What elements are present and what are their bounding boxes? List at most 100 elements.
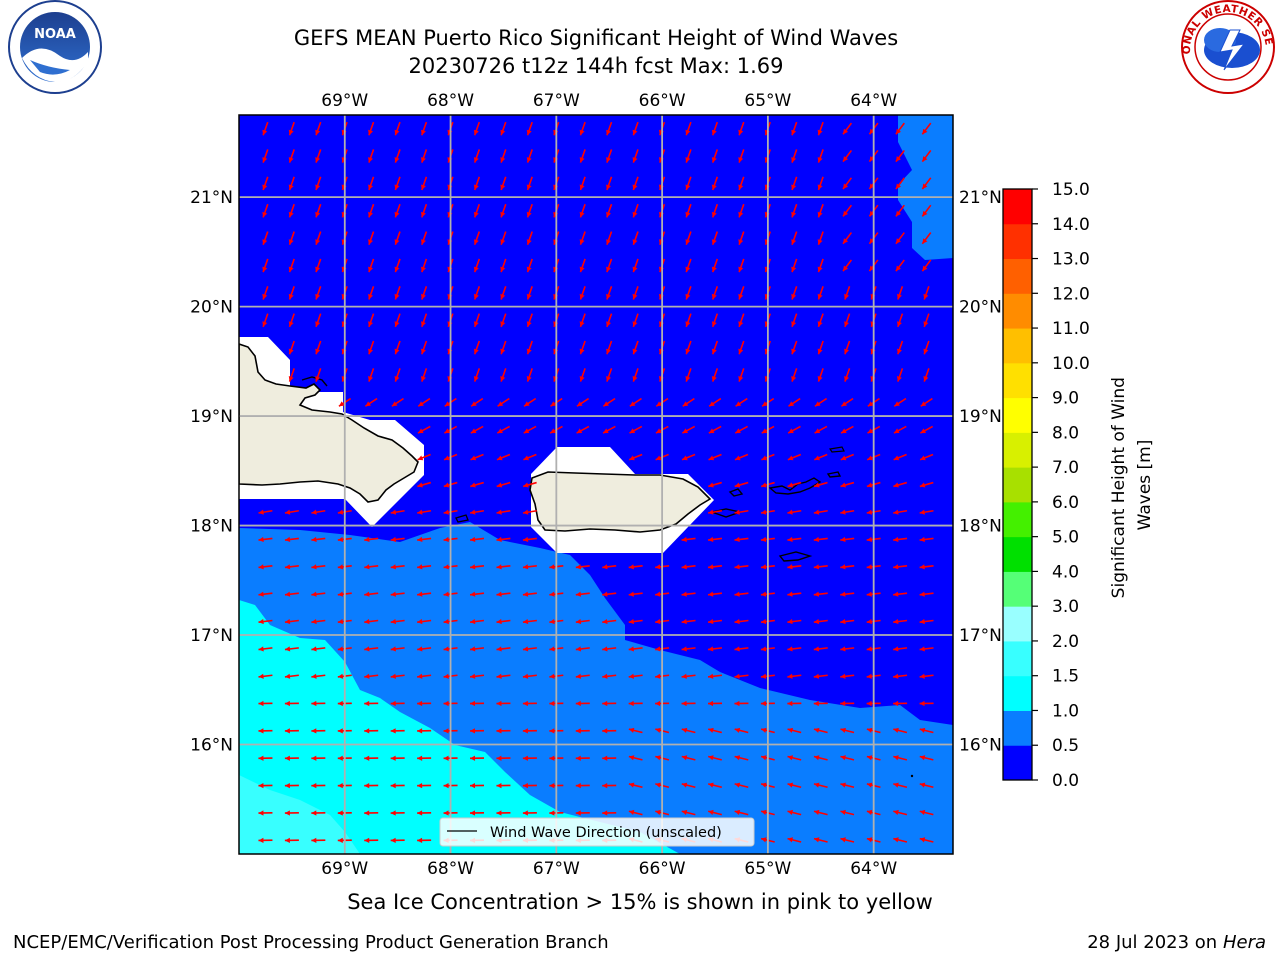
wave-direction-arrow [284, 728, 299, 734]
wave-direction-arrow [602, 619, 617, 625]
colorbar-tick-label: 9.0 [1052, 389, 1079, 409]
wave-direction-arrow [258, 536, 273, 543]
wave-direction-arrow [813, 673, 828, 679]
wave-direction-arrow [921, 149, 932, 163]
wave-direction-arrow [469, 673, 485, 679]
wave-direction-arrow [368, 258, 375, 273]
wave-direction-arrow [522, 783, 537, 789]
wave-direction-arrow [390, 728, 405, 734]
wave-direction-arrow [813, 700, 828, 707]
wave-direction-arrow [893, 646, 908, 652]
colorbar-title-line2: Waves [m] [1135, 440, 1155, 531]
wave-direction-arrow [602, 700, 617, 707]
wave-direction-arrow [469, 509, 485, 515]
wave-direction-arrow [364, 646, 379, 652]
lat-label-left: 17°N [190, 626, 233, 646]
wave-direction-arrow [469, 700, 485, 707]
wave-direction-arrow [311, 755, 326, 761]
wave-direction-arrow [844, 286, 851, 300]
wave-direction-arrow [896, 313, 904, 328]
wave-direction-arrow [258, 509, 273, 515]
wave-direction-arrow [893, 425, 907, 434]
wave-direction-arrow [682, 425, 696, 434]
wave-direction-arrow [500, 231, 507, 246]
wave-direction-arrow [685, 368, 692, 382]
lat-label-left: 20°N [190, 298, 233, 318]
wave-direction-arrow [606, 258, 613, 273]
wave-direction-arrow [473, 149, 481, 163]
wave-direction-arrow [842, 259, 853, 272]
wave-direction-arrow [685, 231, 692, 246]
wave-direction-arrow [473, 340, 481, 355]
wave-direction-arrow [315, 258, 322, 273]
wave-direction-arrow [417, 536, 432, 543]
colorbar-segment [1003, 536, 1032, 572]
wave-direction-arrow [840, 782, 855, 789]
wave-direction-arrow [734, 591, 749, 597]
land-anegada [826, 471, 842, 478]
wave-direction-arrow [791, 313, 798, 328]
wave-direction-arrow [632, 149, 639, 163]
wave-direction-arrow [734, 782, 749, 789]
wave-direction-arrow [628, 646, 643, 652]
wave-direction-arrow [284, 619, 299, 625]
wave-direction-arrow [787, 619, 802, 625]
wave-direction-arrow [394, 340, 401, 355]
wave-direction-arrow [500, 286, 507, 300]
colorbar-tick-label: 5.0 [1052, 528, 1079, 548]
wave-direction-arrow [787, 837, 802, 843]
wave-direction-arrow [575, 810, 590, 816]
wave-direction-arrow [500, 176, 507, 191]
wave-direction-arrow [311, 536, 326, 543]
wave-direction-arrow [893, 700, 908, 707]
wave-direction-arrow [787, 453, 802, 461]
wave-direction-arrow [258, 564, 273, 570]
wave-direction-arrow [522, 755, 537, 761]
wave-direction-arrow [417, 619, 432, 625]
wave-direction-arrow [496, 646, 511, 652]
wave-direction-arrow [840, 509, 855, 515]
wave-direction-arrow [473, 313, 481, 328]
wave-direction-arrow [602, 728, 617, 734]
wave-direction-arrow [628, 755, 643, 761]
wave-direction-arrow [364, 397, 378, 407]
chart-subtitle-forecast: 20230726 t12z 144h fcst Max: 1.69 [408, 54, 784, 78]
wave-direction-arrow [738, 286, 745, 300]
wave-direction-arrow [417, 397, 431, 407]
wave-direction-arrow [417, 591, 432, 597]
wave-direction-arrow [469, 564, 485, 570]
wave-direction-arrow [390, 755, 405, 761]
lat-label-left: 16°N [190, 736, 233, 756]
wave-direction-arrow [844, 313, 851, 328]
wave-direction-arrow [629, 397, 642, 407]
wave-direction-arrow [893, 453, 907, 461]
map-frame [238, 114, 954, 855]
colorbar-tick-label: 15.0 [1052, 180, 1090, 200]
wave-direction-arrow [368, 231, 375, 246]
wave-direction-arrow [685, 176, 692, 191]
wave-direction-arrow [390, 619, 405, 625]
wave-direction-arrow [893, 509, 908, 515]
wave-direction-arrow [473, 176, 481, 191]
land-hispaniola [239, 343, 419, 503]
wave-direction-arrow [711, 203, 719, 218]
wave-direction-arrow [575, 783, 590, 789]
colorbar-segment [1003, 189, 1032, 225]
wave-direction-arrow [420, 149, 428, 163]
wave-direction-arrow [923, 286, 930, 300]
wave-direction-arrow [842, 177, 853, 190]
wave-direction-arrow [817, 176, 824, 191]
wave-direction-arrow [394, 149, 401, 163]
wave-direction-arrow [473, 231, 481, 246]
lat-label-right: 19°N [959, 407, 1002, 427]
wave-direction-arrow [417, 837, 432, 843]
wave-direction-arrow [420, 258, 428, 273]
colorbar-segment [1003, 675, 1032, 711]
wave-direction-arrow [734, 673, 749, 679]
wave-direction-arrow [893, 536, 908, 543]
lon-label-top: 66°W [639, 91, 686, 111]
wave-direction-arrow [840, 673, 855, 679]
wave-direction-arrow [813, 646, 828, 652]
wave-direction-arrow [813, 619, 828, 625]
wave-direction-arrow [685, 203, 692, 218]
